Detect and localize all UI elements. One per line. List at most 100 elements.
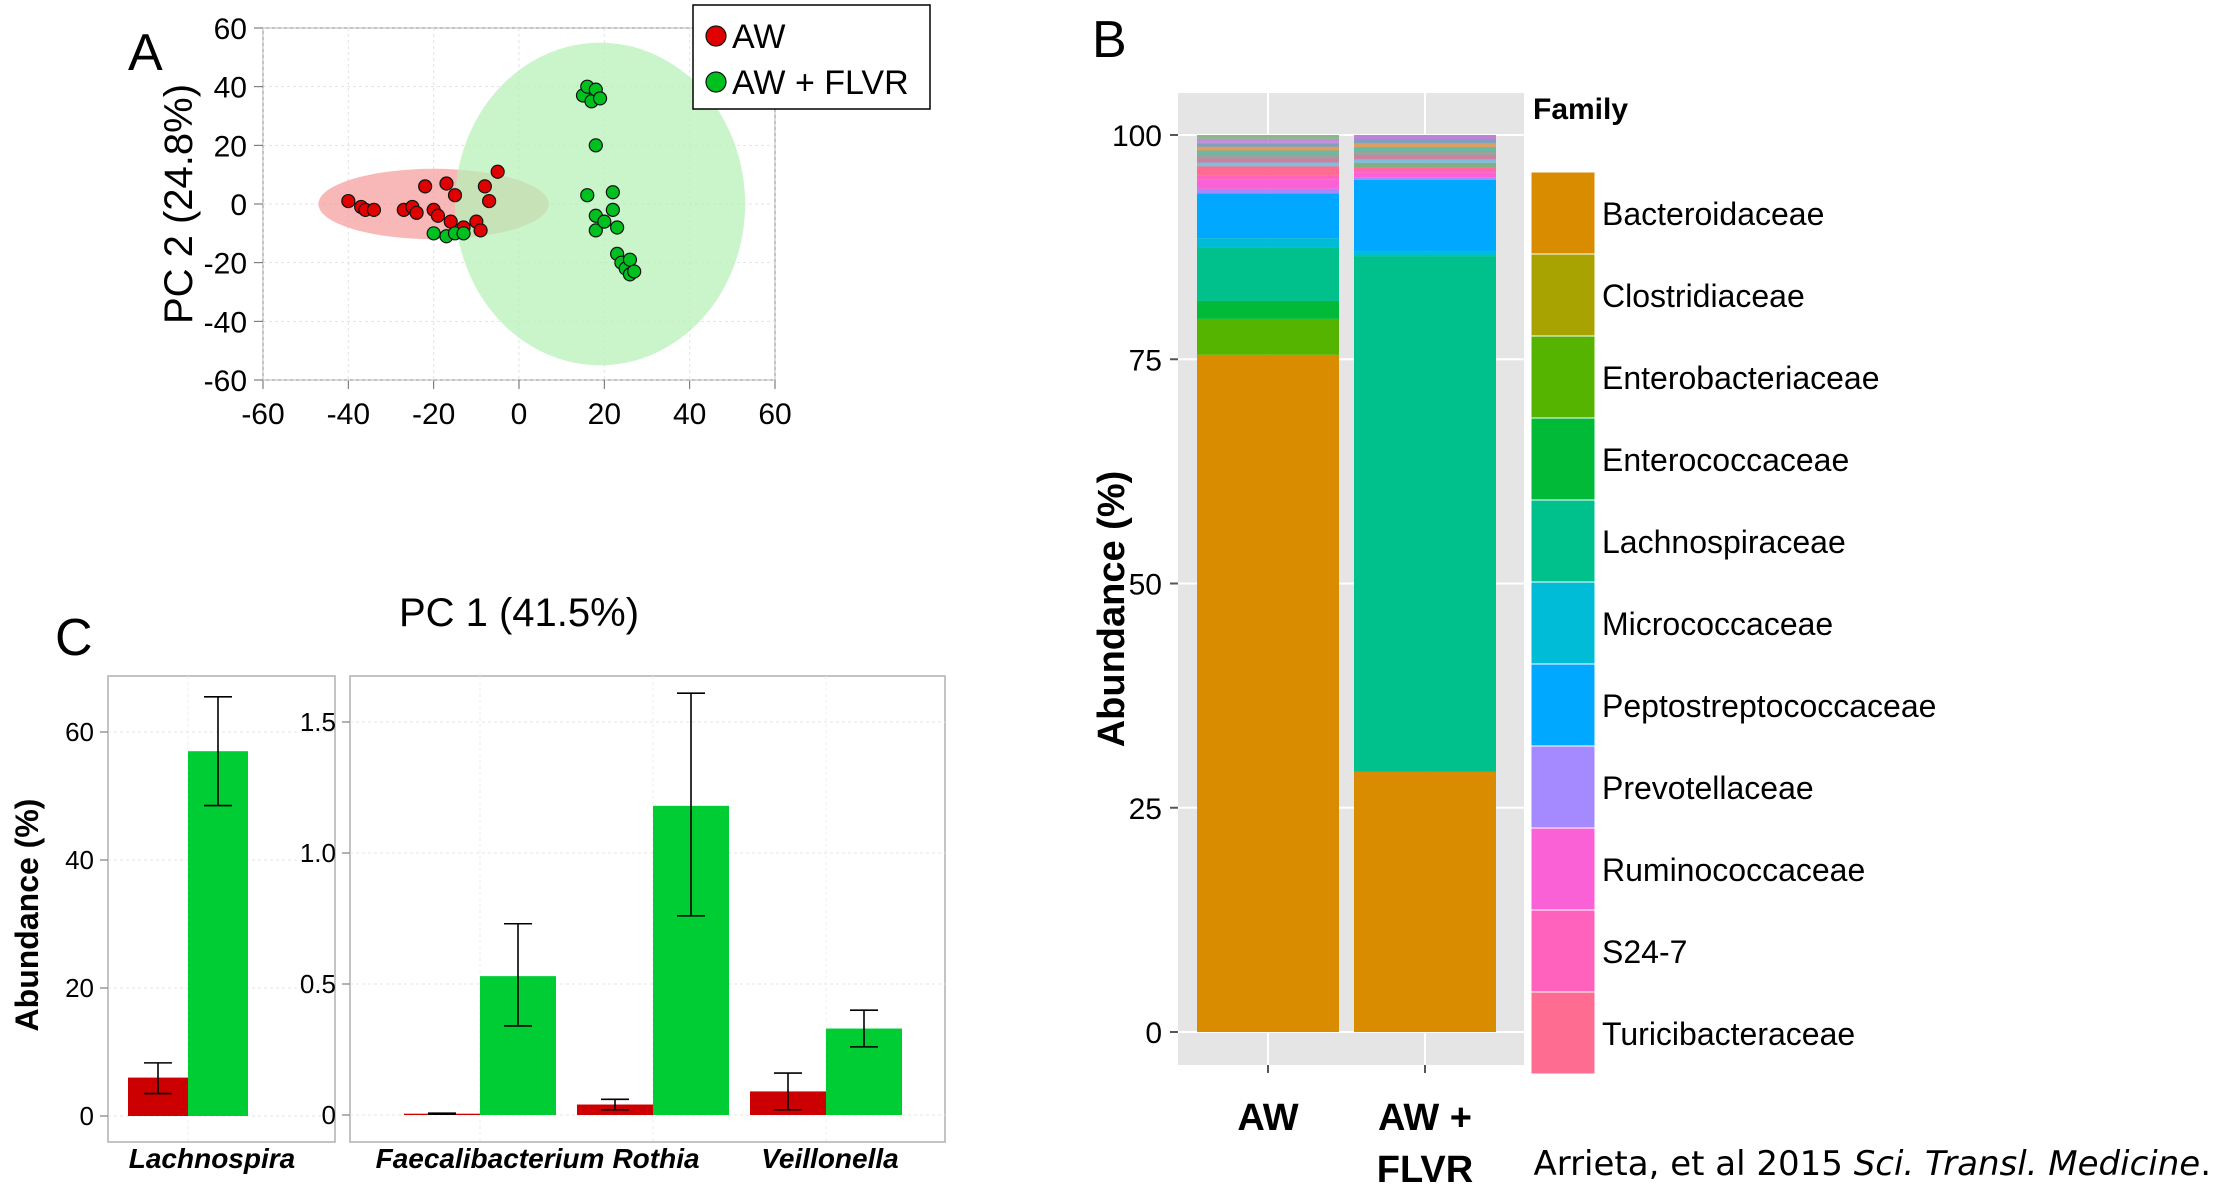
legend-label: Enterococcaceae <box>1602 442 1849 478</box>
data-point-aw-flvr <box>588 138 603 153</box>
data-point-aw-flvr <box>426 226 441 241</box>
bar-segment-ruminococcaceae <box>1197 179 1339 189</box>
bar-segment-s24-7 <box>1354 169 1496 173</box>
data-point-aw <box>473 223 488 238</box>
data-point-aw-flvr <box>627 264 642 279</box>
data-point-aw <box>366 202 382 217</box>
tick-label-y: 1.0 <box>300 838 336 868</box>
x-axis-label-a: PC 1 (41.5%) <box>399 591 639 635</box>
panel-a-pca-scatter: A -60 -40 -20 0 20 40 60 60 40 20 0 -20 -40 -60 PC 1 (4… <box>128 4 931 635</box>
data-point-aw <box>447 188 463 203</box>
legend-label: Lachnospiraceae <box>1602 524 1846 560</box>
tick-label-y: -20 <box>204 248 247 281</box>
legend-key <box>1530 909 1596 993</box>
facet-2: 0 0.5 1.0 1.5 Faecalibacterium Rothia Veillone… <box>300 675 946 1174</box>
data-point-aw-flvr <box>456 226 471 241</box>
citation-authors: Arrieta, et al 2015 <box>1533 1144 1843 1184</box>
legend-label-aw: AW <box>732 18 786 56</box>
citation: Arrieta, et al 2015 Sci. Transl. Medicin… <box>1533 1144 2211 1184</box>
legend-label: Micrococcaceae <box>1602 606 1833 642</box>
tick-label-y: 0.5 <box>300 969 336 999</box>
tick-label-y: 100 <box>1112 120 1162 153</box>
bar-segment-prevotellaceae <box>1354 177 1496 180</box>
bar-segment-minor-family <box>1197 142 1339 147</box>
legend-label: Bacteroidaceae <box>1602 196 1824 232</box>
bar-segment-peptostreptococcaceae <box>1354 179 1496 252</box>
legend-label: Turicibacteraceae <box>1602 1016 1855 1052</box>
panel-c-bar-charts: C Abundance (%) 0 20 40 60 Lachnospira 0 0.5 1.0 1… <box>9 609 946 1174</box>
legend-key <box>1530 827 1596 911</box>
tick-label-x: 40 <box>673 398 706 431</box>
legend-key <box>1530 745 1596 829</box>
bar-segment-enterococcaceae <box>1197 300 1339 319</box>
legend-key <box>1530 335 1596 419</box>
data-point-aw-flvr <box>592 91 608 106</box>
tick-label-x: 0 <box>511 398 528 431</box>
data-point-aw <box>443 214 458 229</box>
bar-segment-minor-family <box>1197 135 1339 139</box>
tick-label-x: -40 <box>327 398 370 431</box>
bar-segment-minor-family <box>1197 158 1339 163</box>
tick-label-y: 0 <box>230 189 247 222</box>
tick-label-y: 0 <box>322 1100 336 1130</box>
tick-label-x: -20 <box>412 398 455 431</box>
data-point-aw <box>409 205 424 220</box>
tick-label-x: 60 <box>758 398 791 431</box>
panel-letter-b: B <box>1092 11 1127 69</box>
data-point-aw-flvr <box>605 202 620 217</box>
panel-letter-c: C <box>55 609 93 667</box>
x-tick-label-aw-flvr-line2: FLVR <box>1377 1149 1473 1191</box>
legend-label: Peptostreptococcaceae <box>1602 688 1936 724</box>
legend-label-aw-flvr: AW + FLVR <box>732 64 909 102</box>
tick-label-y: 20 <box>65 973 94 1003</box>
bar-segment-minor-family <box>1197 138 1339 143</box>
x-tick-label-aw-flvr: AW + <box>1378 1097 1472 1139</box>
legend-label: Prevotellaceae <box>1602 770 1814 806</box>
bar-segment-enterobacteriaceae <box>1197 318 1339 355</box>
tick-label-y: 0 <box>1145 1017 1162 1050</box>
bar-segment-bacteroidaceae <box>1354 771 1496 1032</box>
legend-key <box>1530 253 1596 337</box>
tick-label-x: -60 <box>241 398 284 431</box>
legend-label: Enterobacteriaceae <box>1602 360 1880 396</box>
bar-segment-micrococcaceae <box>1197 238 1339 248</box>
legend-label: S24-7 <box>1602 934 1687 970</box>
data-point-aw-flvr <box>622 252 638 267</box>
bar-segment-minor-family <box>1197 146 1339 151</box>
tick-label-y: 0 <box>80 1101 94 1131</box>
y-axis-label-c: Abundance (%) <box>9 799 45 1032</box>
data-point-aw-flvr <box>588 223 603 238</box>
bar-segment-minor-family <box>1354 143 1496 148</box>
citation-end: . <box>2200 1144 2211 1184</box>
x-tick-label-rothia: Rothia <box>612 1143 699 1174</box>
bar-segment-ruminococcaceae <box>1354 172 1496 178</box>
bar-segment-minor-family <box>1354 163 1496 168</box>
bar-aw-flvr <box>188 751 248 1116</box>
bar-segment-minor-family <box>1354 135 1496 140</box>
tick-label-y: 40 <box>214 72 247 105</box>
tick-label-y: 20 <box>214 130 247 163</box>
data-point-aw-flvr <box>610 220 625 235</box>
data-point-aw <box>418 179 433 194</box>
bar-segment-minor-family <box>1354 159 1496 164</box>
legend-key <box>1530 663 1596 747</box>
tick-label-y: -60 <box>204 365 247 398</box>
legend-key <box>1530 171 1596 255</box>
tick-label-y: 25 <box>1129 793 1162 826</box>
panel-letter-a: A <box>128 24 163 82</box>
bar-segment-lachnospiraceae <box>1197 247 1339 301</box>
legend-key <box>1530 499 1596 583</box>
legend-label: Ruminococcaceae <box>1602 852 1865 888</box>
tick-label-y: 75 <box>1129 344 1162 377</box>
bar-segment-minor-family <box>1197 154 1339 159</box>
data-point-aw <box>477 179 492 194</box>
legend-label: Clostridiaceae <box>1602 278 1805 314</box>
y-axis-label-b: Abundance (%) <box>1091 471 1133 748</box>
facet-1: 0 20 40 60 Lachnospira <box>65 675 336 1174</box>
confidence-ellipse-aw-flvr <box>455 42 746 366</box>
legend-box <box>692 4 931 110</box>
legend-b: Family Bacteroidaceae Clostridiaceae Entero… <box>1530 93 1936 1075</box>
data-point-aw <box>430 208 446 223</box>
data-point-aw <box>490 164 505 179</box>
